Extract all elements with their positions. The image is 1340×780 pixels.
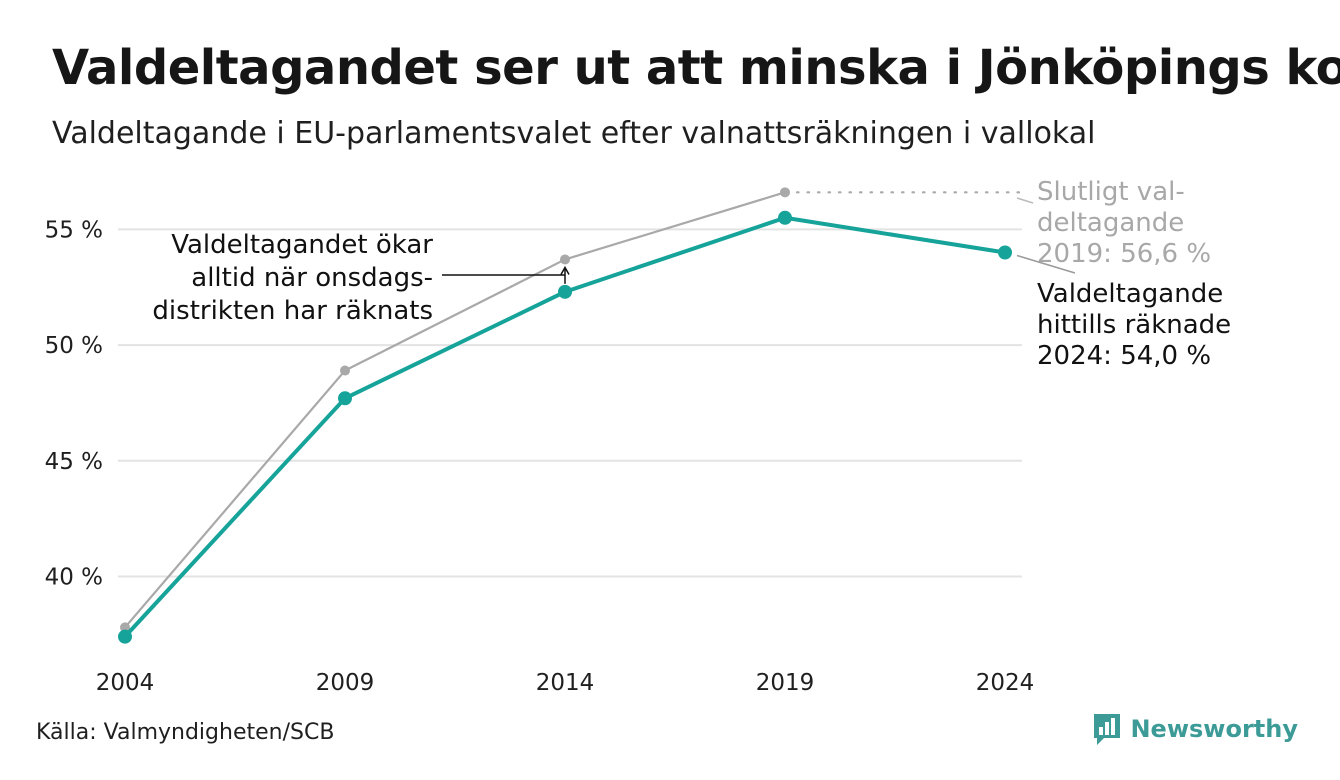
- annotation-final-2019-line: deltagande: [1037, 208, 1184, 238]
- data-point-final: [340, 365, 350, 376]
- x-tick-label: 2009: [316, 670, 375, 696]
- source-note: Källa: Valmyndigheten/SCB: [36, 720, 335, 745]
- y-tick-label: 55 %: [45, 217, 103, 243]
- data-point-final: [120, 622, 130, 633]
- current-label-connector: [1016, 254, 1076, 274]
- data-point-election-night: [338, 391, 352, 406]
- annotation-wednesday-line: Valdeltagandet ökar: [171, 230, 433, 260]
- chart-title: Valdeltagandet ser ut att minska i Jönkö…: [52, 40, 1340, 96]
- x-tick-label: 2024: [976, 670, 1035, 696]
- x-tick-label: 2019: [756, 670, 815, 696]
- annotation-2024-line: hittills räknade: [1037, 310, 1231, 340]
- data-point-final: [780, 187, 790, 198]
- annotation-arrow-head: [560, 265, 570, 275]
- y-tick-label: 40 %: [45, 565, 103, 591]
- annotation-wednesday-line: distrikten har räknats: [152, 296, 433, 326]
- bar-chart-speech-bubble-icon: [1094, 714, 1121, 745]
- final-label-connector: [1016, 197, 1034, 204]
- x-tick-label: 2004: [96, 670, 155, 696]
- chart-subtitle: Valdeltagande i EU-parlamentsvalet efter…: [52, 116, 1096, 151]
- data-point-election-night: [558, 284, 572, 299]
- newsworthy-logo: Newsworthy: [1092, 712, 1298, 746]
- annotation-final-2019-line: Slutligt val-: [1037, 177, 1185, 207]
- y-tick-label: 45 %: [45, 449, 103, 475]
- line-chart: 40 % 45 % 50 % 55 % 2004 2009 2014 2019 2024 Vald…: [45, 177, 1232, 696]
- annotation-wednesday-line: alltid när onsdags-: [191, 263, 433, 293]
- data-point-election-night: [118, 629, 132, 644]
- annotation-2024-line: Valdeltagande: [1037, 279, 1223, 309]
- data-point-final: [560, 254, 570, 265]
- logo-text: Newsworthy: [1130, 715, 1298, 743]
- series-line-final: [123, 191, 787, 629]
- x-tick-label: 2014: [536, 670, 595, 696]
- annotation-final-2019-line: 2019: 56,6 %: [1037, 239, 1211, 269]
- annotation-2024-line: 2024: 54,0 %: [1037, 341, 1211, 371]
- data-point-election-night: [778, 210, 792, 225]
- y-tick-label: 50 %: [45, 333, 103, 359]
- data-point-election-night: [998, 245, 1012, 260]
